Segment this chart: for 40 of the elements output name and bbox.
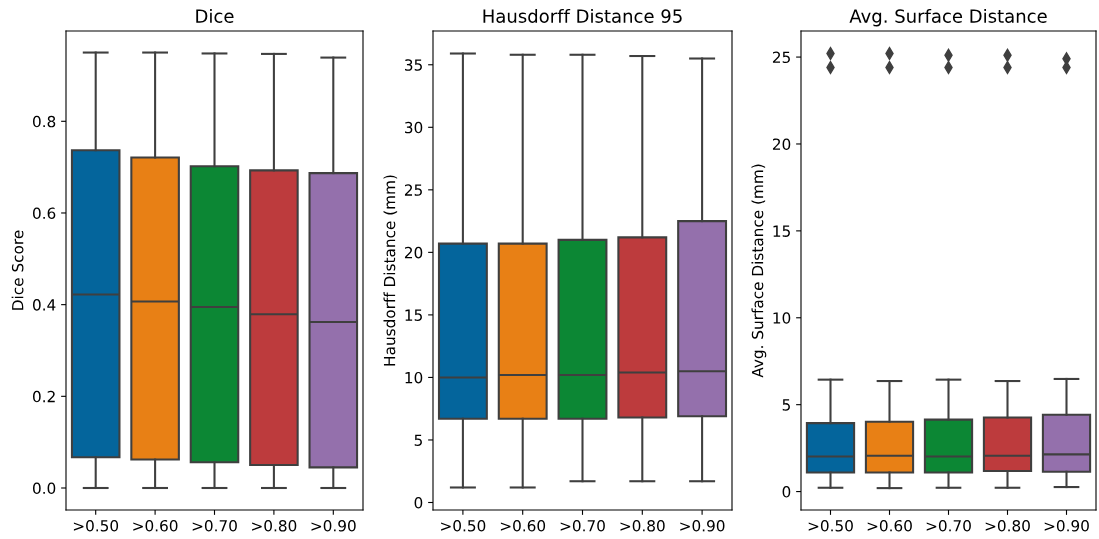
x-tick-label: >0.80: [985, 519, 1030, 532]
y-tick-label: 0: [782, 486, 791, 498]
y-tick-label: 0.8: [32, 115, 56, 128]
y-tick-label: 15: [405, 309, 422, 321]
x-tick-label: >0.50: [73, 519, 119, 532]
x-tick-label: >0.90: [311, 519, 356, 532]
y-tick-label: 25: [772, 51, 790, 64]
x-tick-label: >0.60: [867, 519, 912, 532]
x-tick-label: >0.80: [620, 519, 665, 532]
y-tick-label: 0.0: [32, 482, 56, 495]
y-tick-label: 0.4: [32, 299, 56, 311]
x-tick-label: >0.70: [560, 519, 605, 532]
chart-title: Avg. Surface Distance: [849, 8, 1047, 27]
y-tick-label: 0: [414, 496, 423, 509]
y-tick-label: 5: [782, 399, 790, 411]
y-tick-label: 35: [405, 59, 422, 71]
x-tick-label: >0.90: [1044, 519, 1089, 532]
y-tick-label: 30: [405, 121, 423, 134]
x-tick-label: >0.80: [252, 519, 297, 532]
x-tick-label: >0.50: [808, 519, 853, 532]
x-tick-label: >0.70: [192, 519, 237, 532]
x-tick-label: >0.60: [500, 519, 546, 532]
y-tick-label: 10: [773, 312, 791, 324]
x-tick-label: >0.90: [680, 519, 725, 532]
y-tick-label: 20: [772, 138, 791, 150]
chart-title: Dice: [196, 8, 234, 23]
y-tick-label: 0.6: [32, 207, 56, 219]
y-tick-label: 0.2: [32, 390, 55, 403]
y-tick-label: 20: [404, 246, 423, 259]
y-axis-title: Dice Score: [11, 230, 24, 310]
x-tick-label: >0.70: [926, 519, 971, 532]
chart-title: Hausdorff Distance 95: [483, 8, 682, 23]
y-tick-label: 25: [404, 184, 422, 196]
y-tick-label: 5: [414, 434, 422, 446]
y-tick-label: 10: [405, 371, 423, 384]
y-axis-title: Hausdorff Distance (mm): [383, 175, 398, 366]
x-tick-label: >0.50: [441, 519, 486, 532]
y-axis-title: Avg. Surface Distance (mm): [751, 164, 767, 378]
y-tick-label: 15: [773, 225, 790, 237]
x-tick-label: >0.60: [133, 519, 178, 532]
